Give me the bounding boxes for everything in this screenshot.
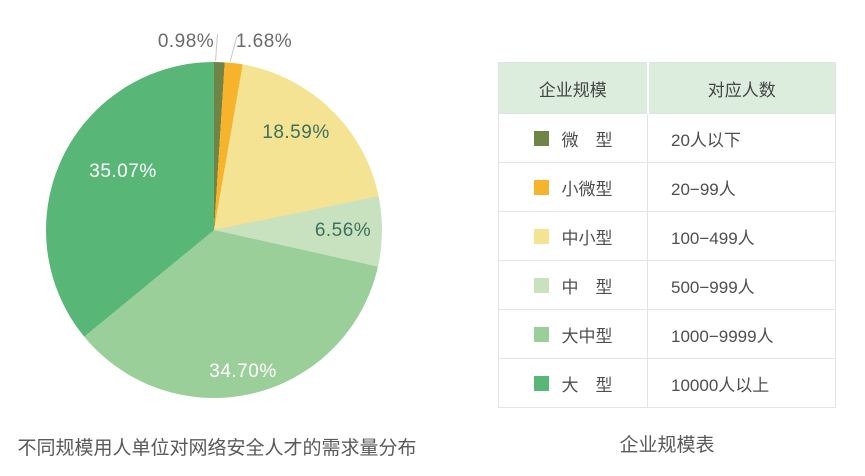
legend-square-small-micro [533, 179, 549, 195]
row-label: 微 型 [561, 130, 613, 150]
table-row: 大中型 1000−9999人 [498, 309, 836, 359]
pie-label-small-medium: 18.59% [262, 122, 330, 143]
row-range: 20−99人 [647, 162, 836, 212]
table-row: 大 型 10000人以上 [498, 358, 836, 408]
legend-entry: 微 型 [533, 126, 613, 151]
row-range: 500−999人 [647, 260, 836, 310]
pie-label-micro: 0.98% [157, 31, 215, 52]
legend-square-micro [533, 130, 549, 146]
row-range: 10000人以上 [647, 358, 836, 408]
leader-line-micro [215, 33, 218, 62]
pie-label-large-medium: 34.70% [209, 361, 277, 382]
row-label: 中 型 [561, 277, 613, 297]
pie-chart [46, 62, 382, 398]
row-range: 20人以下 [647, 113, 836, 163]
legend-square-large-medium [533, 326, 549, 342]
table-header-people: 对应人数 [646, 62, 836, 114]
legend-entry: 小微型 [533, 175, 613, 200]
table-row: 微 型 20人以下 [498, 113, 836, 163]
legend-entry: 中小型 [533, 224, 613, 249]
legend-entry: 中 型 [533, 273, 613, 298]
pie-label-large: 35.07% [89, 161, 157, 182]
table-caption: 企业规模表 [619, 435, 715, 456]
table-row: 小微型 20−99人 [498, 162, 836, 212]
table-row: 中小型 100−499人 [498, 211, 836, 261]
table-header-row: 企业规模 对应人数 [498, 62, 836, 114]
pie-label-medium: 6.56% [314, 220, 372, 241]
row-range: 1000−9999人 [647, 309, 836, 359]
pie-label-small-micro: 1.68% [235, 31, 293, 52]
row-label: 大 型 [561, 375, 613, 395]
pie-caption: 不同规模用人单位对网络安全人才的需求量分布 [17, 438, 417, 459]
table-row: 中 型 500−999人 [498, 260, 836, 310]
legend-square-large [533, 375, 549, 391]
row-label: 中小型 [561, 228, 613, 248]
row-label: 大中型 [561, 326, 613, 346]
legend-square-medium [533, 277, 549, 293]
table-header-scale: 企业规模 [498, 62, 648, 114]
legend-entry: 大 型 [533, 371, 613, 396]
legend-entry: 大中型 [533, 322, 613, 347]
legend-square-small-medium [533, 228, 549, 244]
company-size-table: 企业规模 对应人数 微 型 20人以下 小微型 [498, 62, 836, 408]
row-label: 小微型 [561, 179, 613, 199]
row-range: 100−499人 [647, 211, 836, 261]
